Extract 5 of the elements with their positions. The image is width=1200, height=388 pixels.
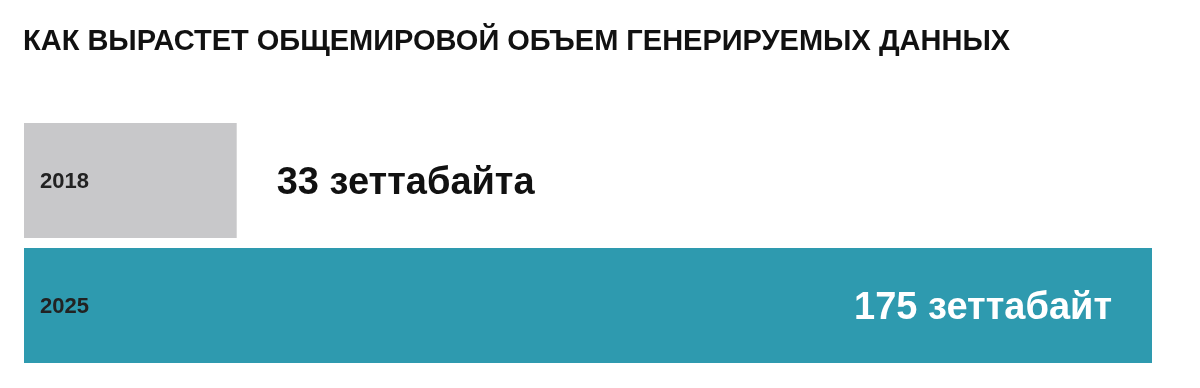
data-label: 175 зеттабайт bbox=[854, 284, 1112, 327]
chart-title: КАК ВЫРАСТЕТ ОБЩЕМИРОВОЙ ОБЪЕМ ГЕНЕРИРУЕМЫХ ДАННЫХ bbox=[23, 22, 1011, 56]
y-tick-label: 2025 bbox=[40, 293, 89, 318]
data-label: 33 зеттабайта bbox=[276, 159, 536, 202]
y-tick-label: 2018 bbox=[40, 168, 89, 193]
